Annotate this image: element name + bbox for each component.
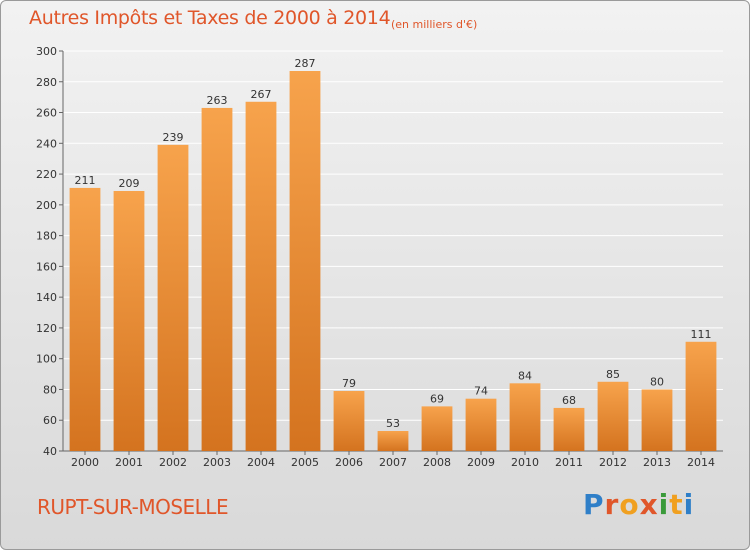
bar <box>69 187 101 451</box>
x-tick-label: 2009 <box>467 456 495 469</box>
y-tick-label: 140 <box>36 291 57 304</box>
y-tick-label: 100 <box>36 353 57 366</box>
x-tick-label: 2003 <box>203 456 231 469</box>
bar-value-label: 53 <box>386 417 400 430</box>
logo-letter: r <box>604 488 620 521</box>
logo-letter: i <box>658 488 670 521</box>
x-tick-label: 2014 <box>687 456 715 469</box>
logo-letter: i <box>683 488 695 521</box>
x-tick-label: 2007 <box>379 456 407 469</box>
bar-value-label: 263 <box>207 94 228 107</box>
x-tick-label: 2011 <box>555 456 583 469</box>
bar <box>289 71 321 451</box>
bar-value-label: 79 <box>342 377 356 390</box>
bar-value-label: 84 <box>518 369 532 382</box>
x-tick-label: 2010 <box>511 456 539 469</box>
x-tick-label: 2012 <box>599 456 627 469</box>
x-tick-label: 2008 <box>423 456 451 469</box>
y-tick-label: 240 <box>36 137 57 150</box>
logo-letter: x <box>639 488 659 521</box>
x-tick-label: 2013 <box>643 456 671 469</box>
chart-title: Autres Impôts et Taxes de 2000 à 2014 <box>29 7 391 29</box>
bar-value-label: 111 <box>691 328 712 341</box>
bar-value-label: 74 <box>474 385 488 398</box>
bar <box>377 431 409 451</box>
bar <box>597 381 629 451</box>
y-tick-label: 40 <box>43 445 57 458</box>
bar-value-label: 267 <box>251 88 272 101</box>
y-tick-label: 180 <box>36 230 57 243</box>
logo-letter: t <box>669 488 684 521</box>
bar-value-label: 239 <box>163 131 184 144</box>
logo-letter: P <box>583 488 605 521</box>
bar-value-label: 211 <box>75 174 96 187</box>
y-tick-label: 60 <box>43 414 57 427</box>
y-tick-label: 200 <box>36 199 57 212</box>
bar <box>553 407 585 451</box>
bar <box>245 101 277 452</box>
chart-unit-label: (en milliers d'€) <box>391 18 478 31</box>
x-tick-label: 2000 <box>71 456 99 469</box>
y-tick-label: 220 <box>36 168 57 181</box>
bar <box>333 391 365 451</box>
bar-value-label: 68 <box>562 394 576 407</box>
bar-value-label: 85 <box>606 368 620 381</box>
bar <box>421 406 453 451</box>
y-tick-label: 300 <box>36 45 57 58</box>
bar <box>201 107 233 451</box>
x-tick-label: 2006 <box>335 456 363 469</box>
bar <box>113 191 145 451</box>
bar <box>641 389 673 451</box>
y-tick-label: 120 <box>36 322 57 335</box>
labels: 211 2000 209 2001 239 2002 263 2003 267 2004 287 20… <box>71 57 715 469</box>
bars <box>69 71 717 452</box>
y-tick-label: 80 <box>43 383 57 396</box>
x-tick-label: 2002 <box>159 456 187 469</box>
y-tick-label: 260 <box>36 107 57 120</box>
commune-name: RUPT-SUR-MOSELLE <box>37 495 229 519</box>
logo-letter: o <box>619 488 640 521</box>
bar <box>685 341 717 451</box>
bar-value-label: 209 <box>119 177 140 190</box>
x-tick-label: 2001 <box>115 456 143 469</box>
y-tick-label: 160 <box>36 260 57 273</box>
bar-value-label: 80 <box>650 375 664 388</box>
x-tick-label: 2005 <box>291 456 319 469</box>
bar <box>509 383 541 451</box>
y-tick-label: 280 <box>36 76 57 89</box>
x-tick-label: 2004 <box>247 456 275 469</box>
bar-value-label: 287 <box>295 57 316 70</box>
bar <box>465 398 497 451</box>
bar <box>157 144 189 451</box>
proxiti-logo: Proxiti <box>583 488 694 521</box>
bar-value-label: 69 <box>430 392 444 405</box>
